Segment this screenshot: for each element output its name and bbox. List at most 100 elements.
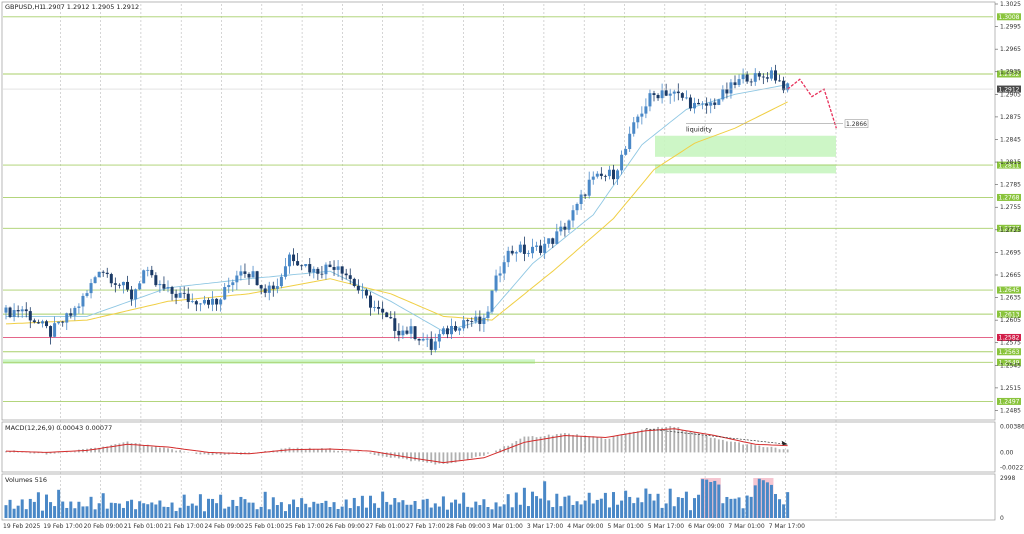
volume-bar xyxy=(567,495,571,518)
volume-bar xyxy=(749,496,753,518)
candle-body xyxy=(632,122,636,134)
price-tick-label: 1.2665 xyxy=(1000,272,1021,279)
volume-bar xyxy=(198,494,202,518)
volume-bar xyxy=(543,481,547,518)
candle-body xyxy=(142,270,146,284)
volume-bar xyxy=(340,506,344,518)
volume-bar xyxy=(190,503,194,518)
volume-bar xyxy=(77,501,81,518)
candle-body xyxy=(166,287,170,289)
candle-body xyxy=(158,284,162,286)
candle-body xyxy=(664,90,668,96)
candle-body xyxy=(437,334,441,342)
candle-body xyxy=(567,220,571,230)
candle-body xyxy=(117,284,121,286)
volume-bar xyxy=(563,496,567,518)
price-tick-label: 1.2875 xyxy=(1000,114,1021,121)
volume-bar xyxy=(620,500,624,518)
volume-bar xyxy=(753,485,757,518)
level-tag xyxy=(997,161,1021,169)
level-tag-text: 1.2497 xyxy=(999,399,1020,406)
candle-body xyxy=(211,298,215,305)
forecast-path xyxy=(787,78,837,129)
macd-trend-arrowhead xyxy=(781,440,788,446)
candle-body xyxy=(616,170,620,180)
chart-annotations: liquidity 1.2866 xyxy=(686,119,869,134)
volume-bar xyxy=(555,493,559,518)
candle-body xyxy=(409,326,413,334)
candle-body xyxy=(24,309,28,312)
time-tick-label: 28 Feb 09:00 xyxy=(446,523,486,530)
candle-body xyxy=(49,326,53,337)
volume-bar xyxy=(486,507,490,518)
candle-body xyxy=(288,254,291,267)
candle-body xyxy=(725,89,729,94)
price-tick-label: 1.2485 xyxy=(1000,407,1021,414)
level-tag-text: 1.2645 xyxy=(999,287,1020,294)
volume-bar xyxy=(514,492,518,518)
price-tick-label: 1.2725 xyxy=(1000,227,1021,234)
volume-bar xyxy=(360,495,364,518)
volume-bar xyxy=(239,496,243,518)
candle-body xyxy=(16,310,20,312)
candle-body xyxy=(352,278,356,286)
candle-body xyxy=(182,292,186,294)
level-tag xyxy=(997,70,1021,78)
volume-bar xyxy=(705,479,709,518)
volume-bar xyxy=(40,510,44,518)
candle-body xyxy=(583,194,587,196)
extra-price-tag xyxy=(844,119,869,128)
volume-bar xyxy=(389,504,393,518)
candle-body xyxy=(267,285,271,293)
volume-bar xyxy=(445,509,449,518)
candle-body xyxy=(105,272,109,275)
volume-bar xyxy=(470,507,474,518)
candle-body xyxy=(676,91,680,94)
candle-body xyxy=(259,285,263,289)
candle-body xyxy=(587,179,591,196)
candle-body xyxy=(53,323,57,337)
volume-bar xyxy=(441,496,445,518)
candle-body xyxy=(235,275,239,283)
candle-body xyxy=(559,226,563,232)
volume-bar xyxy=(697,494,701,518)
volume-bar xyxy=(117,503,121,518)
level-tag-text: 1.2768 xyxy=(999,195,1020,202)
volume-bar xyxy=(721,503,725,518)
volume-bar xyxy=(85,506,89,518)
candle-body xyxy=(356,285,360,291)
volume-bar xyxy=(393,498,397,518)
volume-bar xyxy=(425,498,429,518)
volume-bar xyxy=(105,508,109,518)
volume-bar xyxy=(292,499,296,518)
volume-bar xyxy=(607,507,611,518)
volume-bar xyxy=(369,495,372,518)
candle-body xyxy=(381,308,385,313)
volume-bar xyxy=(733,498,737,518)
current-price-text: 1.2912 xyxy=(999,86,1020,93)
level-tag-text: 1.2563 xyxy=(999,349,1020,356)
candle-body xyxy=(733,82,737,85)
candle-body xyxy=(652,93,656,95)
candle-body xyxy=(227,285,231,288)
volume-bar xyxy=(81,506,85,518)
time-tick-label: 5 Mar 01:00 xyxy=(608,523,644,530)
volume-bar xyxy=(660,507,664,518)
candle-body xyxy=(207,299,210,305)
candle-body xyxy=(65,313,69,323)
volume-bar xyxy=(308,507,312,518)
candle-body xyxy=(470,321,474,322)
volume-bar xyxy=(332,502,336,518)
volume-bar xyxy=(267,509,271,518)
volume-bar xyxy=(101,493,105,518)
volume-bar xyxy=(235,505,239,518)
candle-body xyxy=(332,267,336,270)
candle-body xyxy=(292,254,296,262)
volume-bar xyxy=(668,488,672,518)
candle-body xyxy=(77,306,81,308)
volume-bar xyxy=(32,501,36,518)
volume-bar xyxy=(170,502,174,518)
candle-body xyxy=(571,210,575,221)
candle-body xyxy=(441,328,445,335)
